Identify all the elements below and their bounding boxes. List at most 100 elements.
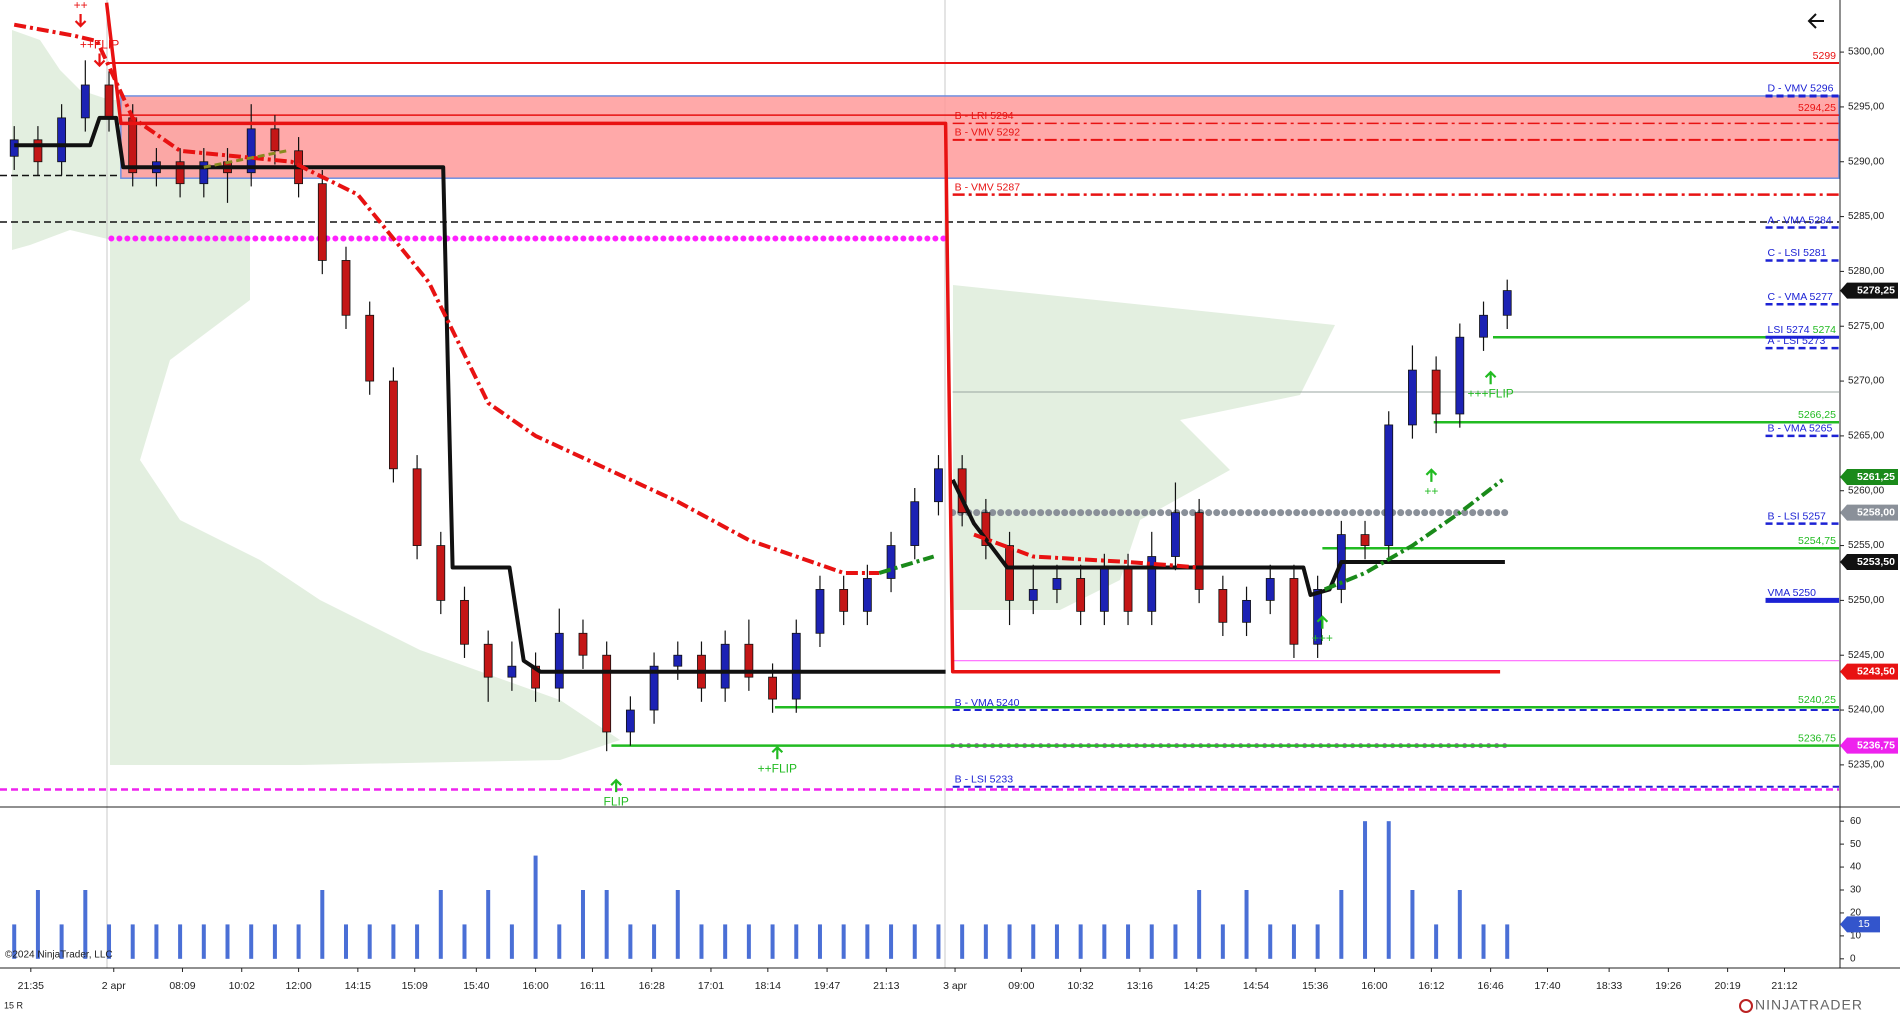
candle-body [602, 654, 612, 733]
candle-body [1455, 336, 1465, 415]
volume-bar [794, 924, 799, 959]
indicator-line [203, 149, 288, 169]
volume-bar [1197, 890, 1202, 959]
candle-body [1076, 578, 1086, 612]
candle-body [1265, 578, 1275, 601]
volume-bar [35, 890, 40, 959]
volume-bar [817, 924, 822, 959]
volume-profile [12, 30, 1335, 765]
volume-bar [178, 924, 183, 959]
volume-bar [391, 924, 396, 959]
level-label: VMA 5250 [1768, 587, 1817, 599]
x-tick-label: 21:35 [18, 980, 44, 992]
x-tick-label: 10:32 [1068, 980, 1094, 992]
volume-bar [438, 890, 443, 959]
volume-bar [1339, 890, 1344, 959]
volume-tick-label: 20 [1850, 908, 1862, 919]
volume-bar [983, 924, 988, 959]
candle-body [436, 545, 446, 601]
candle-body [1005, 545, 1014, 601]
candle-body [1052, 578, 1062, 590]
brand-logo: NINJATRADER [1739, 997, 1862, 1013]
volume-bar [249, 924, 254, 959]
x-tick-label: 15:09 [402, 980, 428, 992]
level-label: B - LRI 5294 [955, 110, 1014, 122]
candle-body [1099, 567, 1109, 612]
signal-label: +++ [1312, 631, 1333, 645]
x-tick-label: 10:02 [229, 980, 255, 992]
x-tick-label: 16:00 [1361, 980, 1387, 992]
candle-body [649, 665, 659, 711]
copyright: ©2024 NinjaTrader, LLC [5, 950, 113, 961]
volume-bar [1386, 821, 1391, 959]
volume-bar [841, 924, 846, 959]
candle-body [1147, 556, 1157, 612]
volume-bar [1007, 924, 1012, 959]
x-tick-label: 16:46 [1477, 980, 1503, 992]
volume-bar [1126, 924, 1131, 959]
volume-bar [533, 855, 538, 959]
back-button[interactable] [1807, 13, 1824, 29]
candle-body [815, 589, 825, 634]
level-label: 5299 [1813, 50, 1837, 62]
x-tick-label: 08:09 [169, 980, 195, 992]
price-badge-label: 5253,50 [1857, 556, 1895, 568]
volume-bar [83, 890, 88, 959]
volume-bar [1505, 924, 1510, 959]
volume-bar [296, 924, 301, 959]
candle-body [9, 139, 19, 157]
level-label: 5266,25 [1798, 409, 1836, 421]
volume-bar [1102, 924, 1107, 959]
volume-bar [1315, 924, 1320, 959]
y-tick-label: 5275,00 [1848, 321, 1885, 332]
volume-tick-label: 30 [1850, 885, 1862, 896]
candle-body [270, 128, 280, 152]
volume-bar [415, 924, 420, 959]
volume-bar [1244, 890, 1249, 959]
volume-bar [1481, 924, 1486, 959]
x-tick-label: 16:12 [1418, 980, 1444, 992]
candle-body [317, 183, 327, 261]
candle-body [744, 643, 754, 678]
volume-bar [272, 924, 277, 959]
x-tick-label: 20:19 [1714, 980, 1740, 992]
candle-body [768, 676, 777, 700]
candle-body [483, 643, 493, 678]
x-tick-label: 14:25 [1184, 980, 1210, 992]
resistance-zone [120, 95, 1840, 179]
volume-bar [723, 924, 728, 959]
volume-tick-label: 0 [1850, 953, 1856, 964]
volume-bar [1268, 924, 1273, 959]
candle-body [33, 139, 43, 163]
indicator-line [104, 2, 1501, 674]
indicator-line [13, 22, 1200, 575]
candle-body [554, 632, 564, 689]
volume-bar [367, 924, 372, 959]
y-tick-label: 5265,00 [1848, 431, 1885, 442]
y-tick-label: 5295,00 [1848, 102, 1885, 113]
x-tick-label: 18:33 [1596, 980, 1622, 992]
price-badge-label: 5243,50 [1857, 665, 1895, 677]
volume-bar [201, 924, 206, 959]
y-tick-label: 5260,00 [1848, 485, 1885, 496]
candle-body [862, 578, 872, 612]
candle-body [199, 161, 209, 185]
volume-bar [580, 890, 585, 959]
candle-body [1289, 578, 1299, 645]
level-label: A - LSI 5273 [1768, 335, 1826, 347]
signal-arrow [93, 53, 106, 68]
volume-bar [936, 924, 941, 959]
price-badge [1840, 663, 1898, 680]
level-label: B - VMA 5240 [955, 697, 1020, 709]
x-tick-label: 19:26 [1655, 980, 1681, 992]
plot-layer: 5299 D - VMV 5296 5294,25 B - LRI 5294 B - V… [0, 50, 1840, 959]
candle-body [412, 468, 422, 546]
level-label: B - VMV 5292 [955, 127, 1021, 139]
x-tick-label: 21:13 [873, 980, 899, 992]
x-tick-label: 15:36 [1302, 980, 1328, 992]
indicator-line [14, 115, 1505, 674]
level-label: B - LSI 5257 [1768, 510, 1827, 522]
volume-bar [1434, 924, 1439, 959]
